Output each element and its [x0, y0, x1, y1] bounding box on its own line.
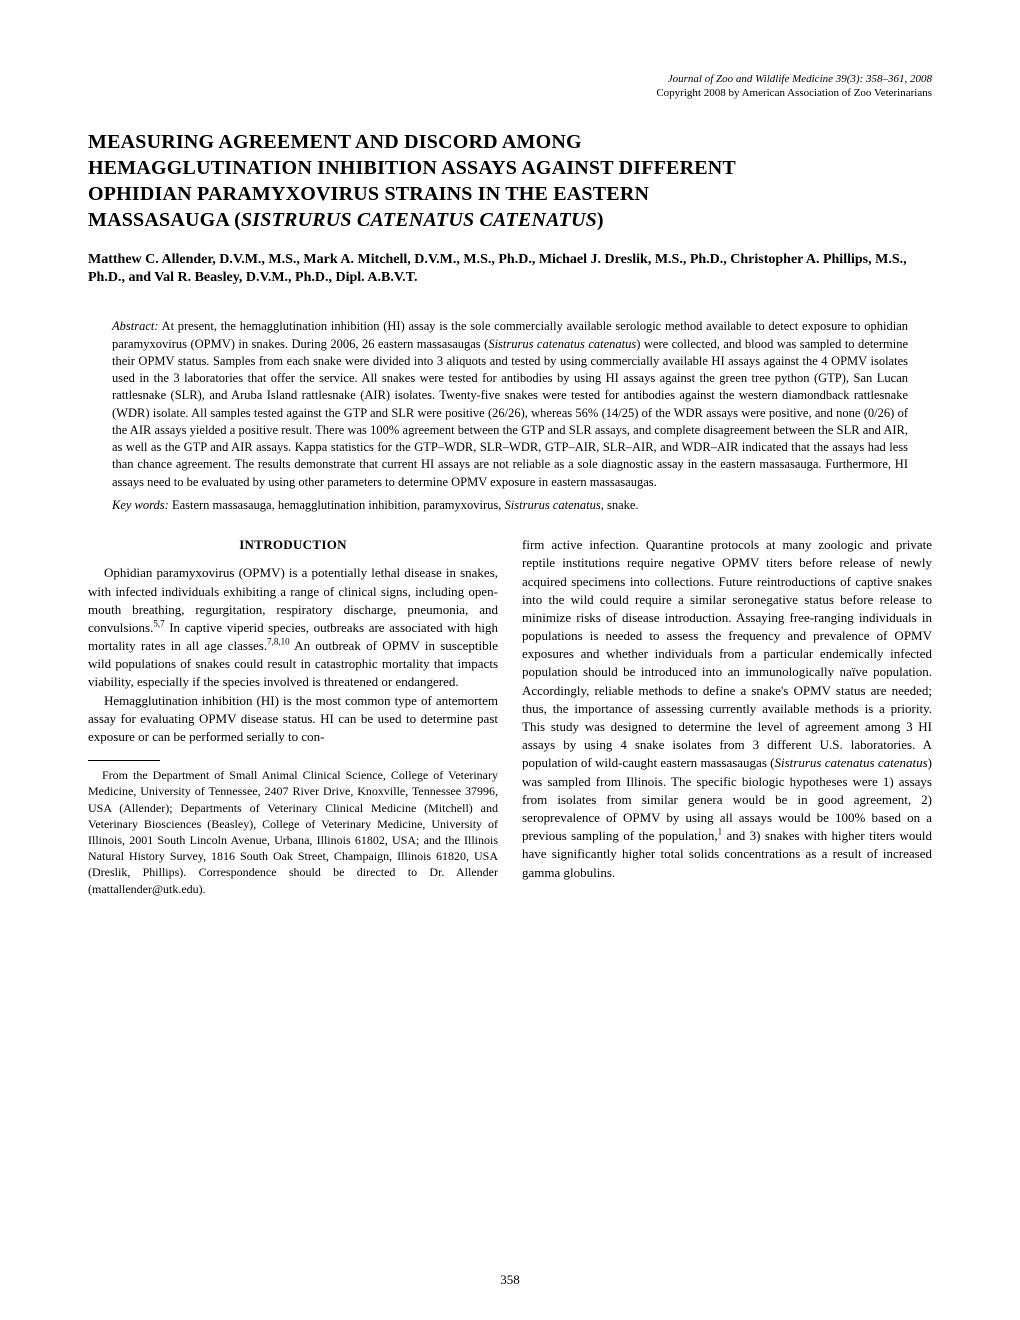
copyright-line: Copyright 2008 by American Association o…: [88, 86, 932, 100]
keywords: Key words: Eastern massasauga, hemagglut…: [112, 497, 908, 514]
article-title: MEASURING AGREEMENT AND DISCORD AMONG HE…: [88, 129, 932, 233]
right-column: firm active infection. Quarantine protoc…: [522, 536, 932, 897]
body-columns: INTRODUCTION Ophidian paramyxovirus (OPM…: [88, 536, 932, 897]
abstract: Abstract: At present, the hemagglutinati…: [112, 318, 908, 491]
keywords-label: Key words:: [112, 498, 169, 512]
left-column: INTRODUCTION Ophidian paramyxovirus (OPM…: [88, 536, 498, 897]
journal-header: Journal of Zoo and Wildlife Medicine 39(…: [88, 72, 932, 101]
intro-paragraph-1: Ophidian paramyxovirus (OPMV) is a poten…: [88, 564, 498, 691]
page-number: 358: [0, 1272, 1020, 1288]
intro-paragraph-2-continued: firm active infection. Quarantine protoc…: [522, 536, 932, 882]
journal-citation: Journal of Zoo and Wildlife Medicine 39(…: [88, 72, 932, 86]
abstract-label: Abstract:: [112, 319, 159, 333]
author-list: Matthew C. Allender, D.V.M., M.S., Mark …: [88, 251, 932, 289]
footnote-divider: [88, 760, 160, 761]
intro-paragraph-2: Hemagglutination inhibition (HI) is the …: [88, 692, 498, 747]
introduction-heading: INTRODUCTION: [88, 536, 498, 554]
author-affiliation-footnote: From the Department of Small Animal Clin…: [88, 767, 498, 897]
